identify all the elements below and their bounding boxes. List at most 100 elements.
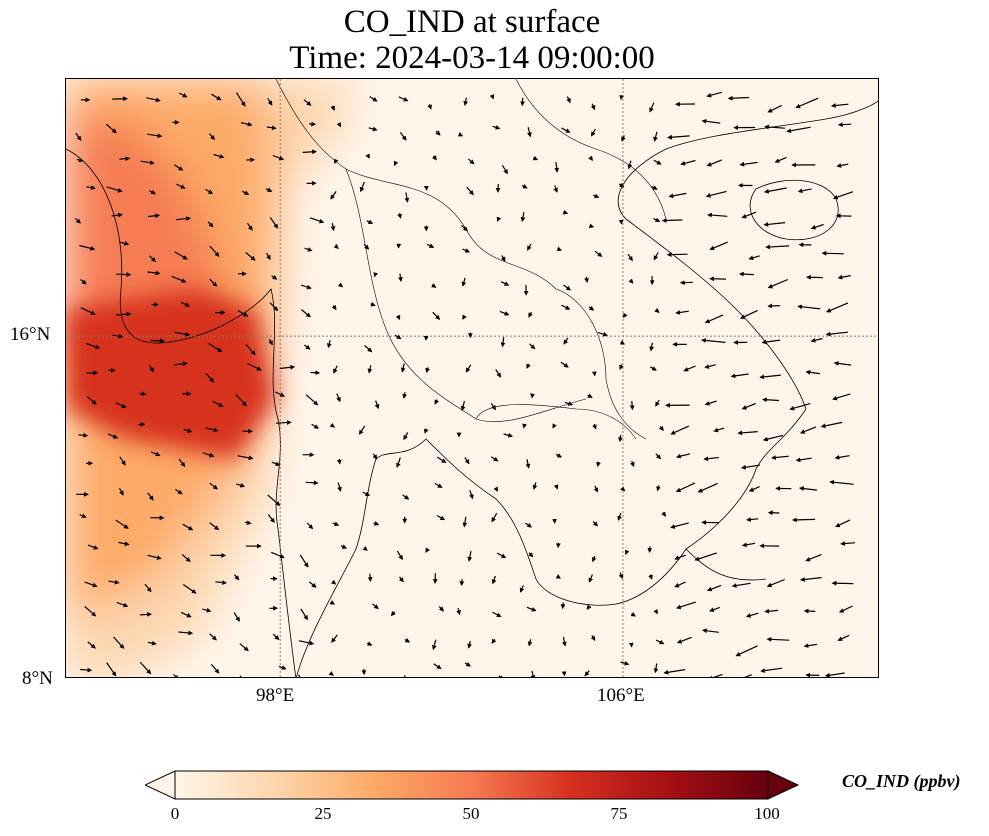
wind-arrow [618,572,624,580]
wind-arrow [311,423,320,429]
wind-arrow [564,401,574,406]
wind-arrow [118,488,124,496]
wind-arrow [457,131,464,137]
wind-arrow [492,125,501,130]
wind-arrow [532,482,538,490]
wind-arrow [713,427,725,433]
map-canvas [66,79,878,677]
wind-arrow [760,667,783,673]
wind-arrow [86,396,97,405]
wind-arrow [810,223,824,230]
wind-arrow [367,573,373,582]
wind-arrow [679,280,693,286]
wind-arrow [334,158,339,164]
wind-arrow [332,521,340,527]
wind-arrow [86,185,96,190]
wind-arrow [178,630,194,636]
wind-arrow [460,400,466,412]
wind-arrow [588,305,595,311]
lon-tick-98e: 98°E [256,685,295,706]
wind-arrow [427,104,432,110]
wind-arrow [831,580,854,586]
wind-arrow [183,428,193,433]
wind-arrow [372,453,378,460]
wind-arrow [490,456,499,462]
wind-arrow [764,124,786,130]
wind-arrow [670,425,690,435]
wind-arrow [271,274,278,280]
wind-arrow [300,608,309,621]
wind-arrow [653,663,659,674]
wind-arrow [656,485,661,492]
wind-arrow [731,582,751,588]
wind-arrow [490,402,496,411]
wind-arrow [211,93,222,101]
wind-arrow [301,284,312,290]
wind-arrow [329,422,336,428]
wind-arrow [706,159,723,167]
wind-arrow [74,217,81,224]
wind-arrow [149,189,156,195]
wind-arrow [737,430,758,436]
wind-arrow [174,331,191,337]
wind-arrow [621,135,626,142]
wind-arrow [398,273,403,282]
colorbar-gradient [174,770,769,800]
wind-arrow [593,485,599,493]
wind-arrow [491,512,498,523]
wind-arrow [594,250,603,257]
wind-arrow [305,480,319,486]
wind-arrow [329,600,336,605]
wind-arrow [367,641,373,646]
wind-arrow [563,284,571,291]
wind-arrow [829,479,854,485]
wind-arrow [759,374,781,380]
wind-arrow [667,134,690,140]
wind-arrow [362,546,368,551]
wind-arrow [622,312,628,318]
wind-arrow [619,364,624,370]
wind-arrow [748,486,760,492]
wind-arrow [465,364,472,373]
wind-arrow [150,338,165,344]
wind-arrow [245,344,256,356]
wind-arrow [86,370,99,376]
wind-arrow [209,522,220,531]
wind-arrow [528,552,534,558]
wind-arrow [527,127,532,138]
colorbar-tick: 25 [314,804,332,823]
wind-arrow [499,310,510,316]
wind-arrow [503,432,514,438]
wind-arrow [837,634,850,641]
wind-arrow [330,191,337,200]
wind-arrow [150,451,161,457]
wind-arrow [590,635,596,642]
wind-arrow [267,494,281,507]
wind-arrow [560,602,566,610]
wind-arrow [80,279,87,285]
wind-arrow [434,482,443,488]
wind-arrow [522,423,527,429]
wind-arrow [832,393,851,401]
wind-arrow [147,270,161,276]
wind-arrow [174,361,188,367]
wind-arrow [400,363,406,373]
wind-arrow [149,255,156,263]
wind-arrow [562,209,569,215]
wind-arrow [205,372,215,383]
wind-arrow [706,91,722,98]
wind-arrow [492,611,502,618]
wind-arrow [275,391,285,397]
wind-arrow [84,581,98,588]
wind-arrow [171,275,187,283]
wind-arrow [586,604,592,610]
wind-arrow [275,420,292,425]
wind-arrow [675,453,691,459]
wind-arrow [105,123,117,134]
lon-tick-106e: 106°E [597,685,645,706]
wind-arrow [272,633,280,641]
wind-arrow [837,274,851,280]
wind-arrow [630,460,635,468]
wind-arrow [372,603,379,610]
wind-arrow [727,95,750,101]
